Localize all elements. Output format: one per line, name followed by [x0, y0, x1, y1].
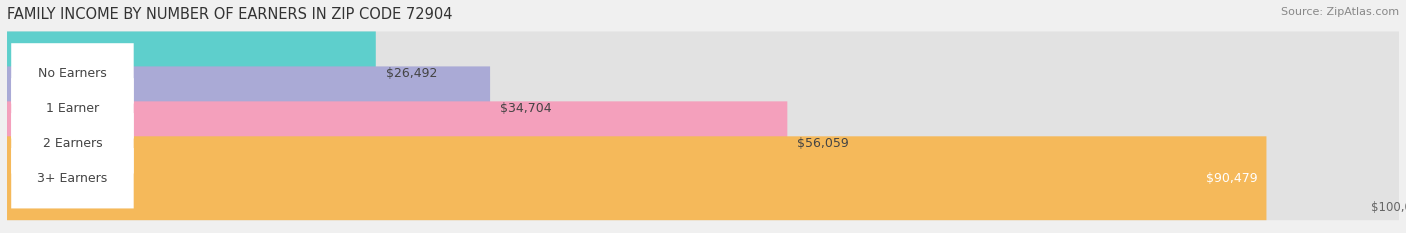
- Text: FAMILY INCOME BY NUMBER OF EARNERS IN ZIP CODE 72904: FAMILY INCOME BY NUMBER OF EARNERS IN ZI…: [7, 7, 453, 22]
- Text: $56,059: $56,059: [797, 137, 849, 150]
- FancyBboxPatch shape: [11, 148, 134, 209]
- FancyBboxPatch shape: [11, 113, 134, 174]
- Text: No Earners: No Earners: [38, 67, 107, 80]
- FancyBboxPatch shape: [7, 66, 1399, 150]
- Text: $26,492: $26,492: [385, 67, 437, 80]
- FancyBboxPatch shape: [7, 101, 787, 185]
- Text: Source: ZipAtlas.com: Source: ZipAtlas.com: [1281, 7, 1399, 17]
- FancyBboxPatch shape: [7, 136, 1267, 220]
- Text: 1 Earner: 1 Earner: [46, 102, 98, 115]
- FancyBboxPatch shape: [11, 43, 134, 104]
- Text: 3+ Earners: 3+ Earners: [38, 172, 108, 185]
- FancyBboxPatch shape: [7, 31, 1399, 115]
- Text: $34,704: $34,704: [499, 102, 551, 115]
- Text: 2 Earners: 2 Earners: [42, 137, 103, 150]
- Text: $90,479: $90,479: [1206, 172, 1258, 185]
- FancyBboxPatch shape: [7, 66, 491, 150]
- FancyBboxPatch shape: [7, 136, 1399, 220]
- FancyBboxPatch shape: [7, 101, 1399, 185]
- FancyBboxPatch shape: [7, 31, 375, 115]
- FancyBboxPatch shape: [11, 78, 134, 139]
